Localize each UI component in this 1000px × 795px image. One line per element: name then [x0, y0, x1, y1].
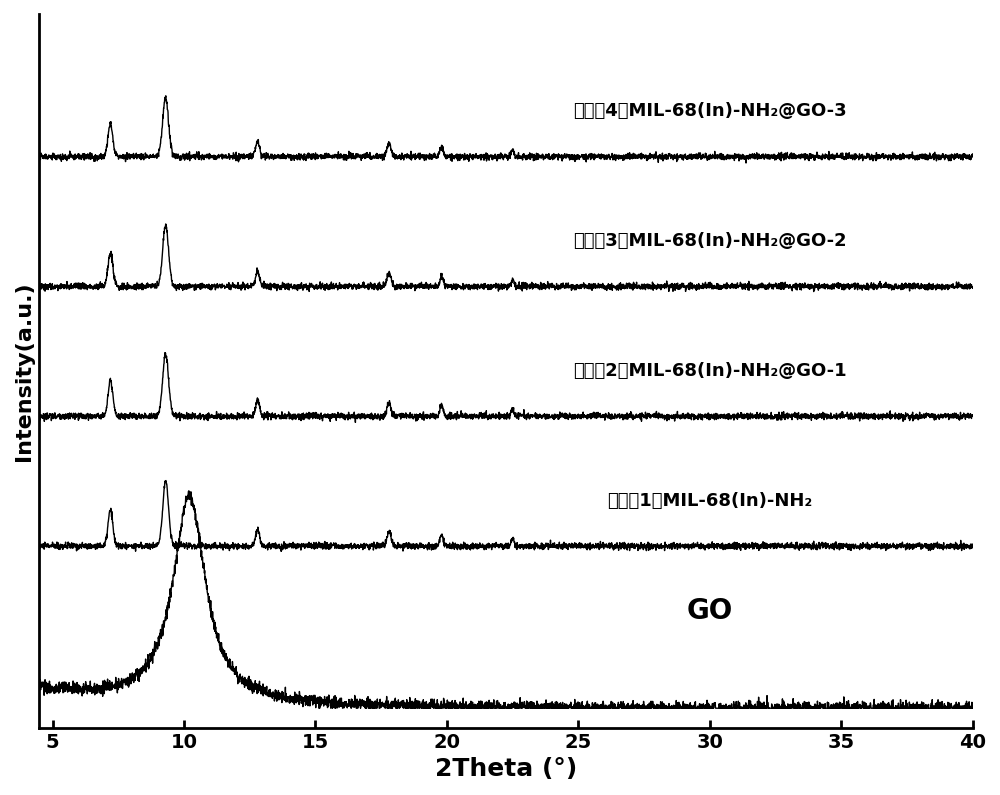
- Text: GO: GO: [687, 597, 733, 625]
- Text: 实施兦4：MIL-68(In)-NH₂@GO-3: 实施兦4：MIL-68(In)-NH₂@GO-3: [573, 103, 847, 120]
- Text: 实施兦2：MIL-68(In)-NH₂@GO-1: 实施兦2：MIL-68(In)-NH₂@GO-1: [573, 362, 847, 380]
- Text: 实施兦3：MIL-68(In)-NH₂@GO-2: 实施兦3：MIL-68(In)-NH₂@GO-2: [573, 232, 847, 250]
- Text: 实施兦1：MIL-68(In)-NH₂: 实施兦1：MIL-68(In)-NH₂: [607, 491, 812, 510]
- Y-axis label: Intensity(a.u.): Intensity(a.u.): [14, 281, 34, 460]
- X-axis label: 2Theta (°): 2Theta (°): [435, 757, 577, 781]
